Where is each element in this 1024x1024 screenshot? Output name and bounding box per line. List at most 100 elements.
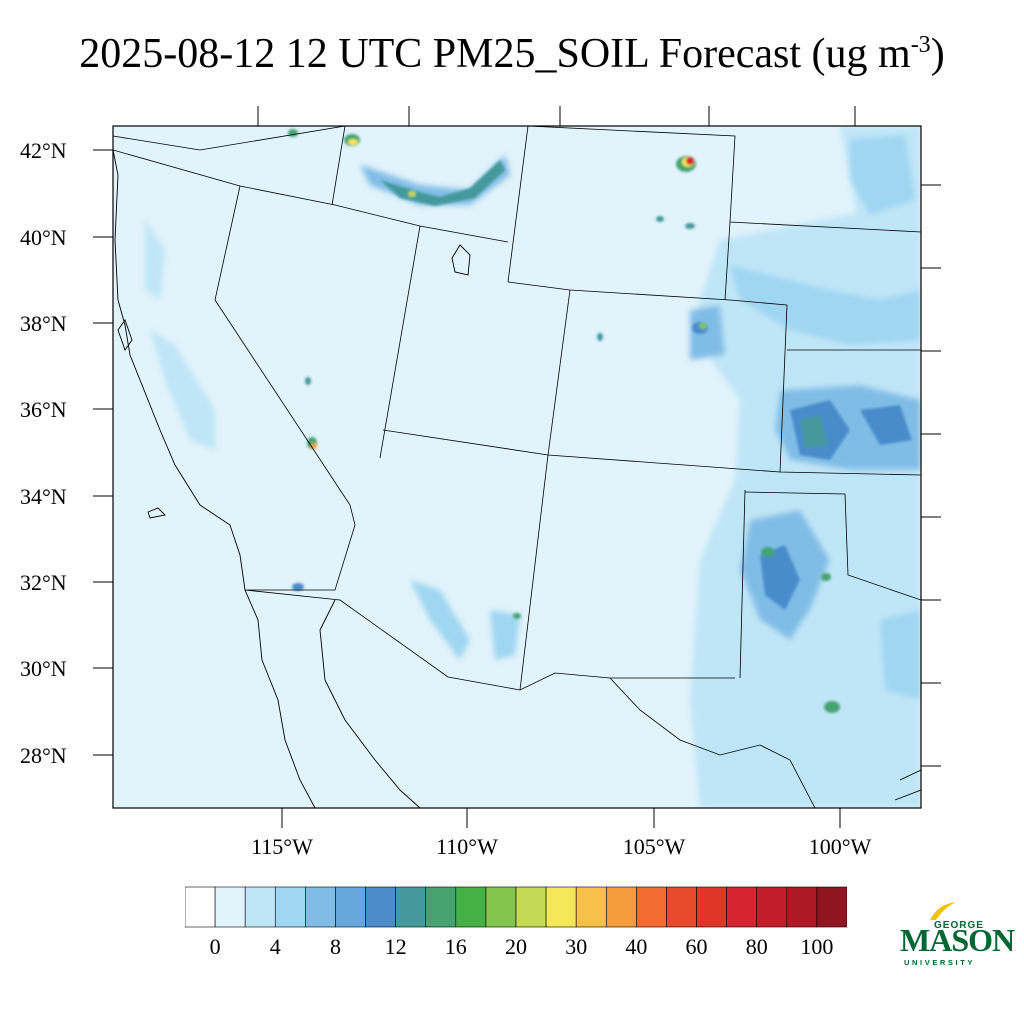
lat-label: 28°N — [20, 743, 67, 768]
hotspot-arizona — [513, 613, 521, 619]
colorbar-box — [786, 886, 818, 928]
border-colorado-north — [507, 281, 788, 306]
tick-marks — [93, 106, 941, 828]
longitude-labels: 115°W 110°W 105°W 100°W — [251, 834, 871, 859]
lon-label: 110°W — [436, 834, 498, 859]
field-california-valley — [150, 330, 215, 450]
coastline-bay — [117, 319, 133, 351]
hotspot-texas-east — [821, 573, 831, 581]
colorbar — [185, 886, 847, 928]
border-tx-ok — [744, 491, 921, 601]
coastline-gulf-mexico — [894, 769, 921, 801]
title-exponent: -3 — [910, 32, 931, 58]
map-frame — [112, 125, 922, 809]
coastline — [113, 149, 921, 808]
hotspot-wyoming-sw — [656, 216, 664, 222]
coastline-pacific — [113, 149, 316, 808]
field-arizona-east — [490, 610, 520, 660]
colorbar-label: 12 — [384, 934, 407, 959]
colorbar-label: 4 — [269, 934, 281, 959]
colorbar-box — [545, 886, 577, 928]
colorbar-box — [485, 886, 517, 928]
field-plains-light — [690, 200, 921, 808]
colorbar-label: 100 — [800, 934, 834, 959]
colorbar-label: 40 — [625, 934, 648, 959]
lat-label: 40°N — [20, 225, 67, 250]
lat-label: 30°N — [20, 656, 67, 681]
colorbar-label: 30 — [565, 934, 588, 959]
colorbar-label: 60 — [685, 934, 708, 959]
colorbar-box — [305, 886, 336, 928]
hotspot-texas-green — [761, 547, 775, 557]
hotspot-nevada-core — [311, 443, 317, 449]
hotspot-oregon — [288, 129, 298, 137]
colorbar-label: 8 — [330, 934, 341, 959]
lat-label: 32°N — [20, 570, 67, 595]
border-rio-grande — [609, 677, 816, 808]
border-42n — [113, 149, 509, 243]
hotspot-texas — [760, 545, 800, 610]
forecast-map: 42°N 40°N 38°N 36°N 34°N 32°N 30°N 28°N … — [20, 106, 941, 859]
border-ca-nv — [214, 185, 351, 506]
colorbar-box — [515, 886, 547, 928]
colorbar-box — [365, 886, 396, 928]
colorbar-box — [335, 886, 366, 928]
colorbar-box — [636, 886, 667, 928]
border-co-ks — [779, 304, 788, 473]
colorbar-box — [696, 886, 727, 928]
map-title: 2025-08-12 12 UTC PM25_SOIL Forecast (ug… — [0, 30, 1024, 78]
colorbar-label: 0 — [209, 934, 221, 959]
hotspot-colorado-core — [699, 323, 707, 329]
border-oregon-north — [113, 126, 346, 151]
border-mexico — [244, 504, 735, 691]
title-text: 2025-08-12 12 UTC PM25_SOIL Forecast (ug… — [79, 31, 911, 77]
logo-swoosh-icon — [930, 902, 956, 920]
concentration-hotspots — [288, 129, 912, 713]
lat-label: 42°N — [20, 138, 67, 163]
logo-george: GEORGE — [934, 920, 984, 931]
border-nv-ut — [379, 225, 421, 459]
hotspot-nevada-north — [305, 377, 311, 385]
colorbar-label: 16 — [444, 934, 467, 959]
field-colorado-mid — [690, 305, 725, 360]
hotspot-oklahoma-east — [860, 405, 912, 445]
map-field — [113, 126, 921, 808]
great-salt-lake — [451, 244, 471, 276]
channel-island — [147, 507, 166, 519]
colorbar-box — [726, 886, 758, 928]
university-logo: GEORGE MASON UNIVERSITY — [898, 898, 1015, 968]
colorbar-box — [185, 886, 216, 928]
lat-label: 36°N — [20, 397, 67, 422]
lon-label: 115°W — [251, 834, 313, 859]
hotspot-idaho-yellow2 — [408, 191, 416, 197]
border-idaho-west — [331, 126, 346, 206]
border-wyoming-east — [724, 221, 731, 301]
colorbar-box — [214, 886, 246, 928]
colorbar-label: 20 — [505, 934, 527, 959]
field-arizona-streak — [410, 580, 470, 660]
coastline-gulf-california — [319, 599, 421, 808]
lon-label: 100°W — [809, 834, 872, 859]
field-kansas-mid — [730, 265, 921, 345]
border-wyoming — [527, 126, 921, 233]
colorbar-box — [274, 886, 306, 928]
hotspot-wyoming-south — [685, 223, 695, 229]
lat-label: 34°N — [20, 484, 67, 509]
hotspot-wyoming-red — [686, 157, 694, 165]
colorbar-labels: 0 4 8 12 16 20 30 40 60 80 100 — [185, 934, 847, 964]
title-close: ) — [930, 31, 945, 77]
colorbar-box — [605, 886, 637, 928]
border-37n — [382, 429, 921, 476]
colorbar-box — [395, 886, 427, 928]
colorbar-box — [756, 886, 788, 928]
field-ne-mid — [850, 135, 915, 215]
hotspot-idaho-yellow — [348, 139, 358, 145]
field-california-north — [145, 220, 165, 300]
hotspot-south-texas — [824, 701, 840, 713]
state-boundaries — [113, 126, 921, 808]
colorbar-box — [455, 886, 487, 928]
hotspot-socal — [292, 583, 304, 591]
colorbar-box — [425, 886, 457, 928]
colorbar-box — [244, 886, 276, 928]
border-nm-tx — [739, 489, 746, 679]
